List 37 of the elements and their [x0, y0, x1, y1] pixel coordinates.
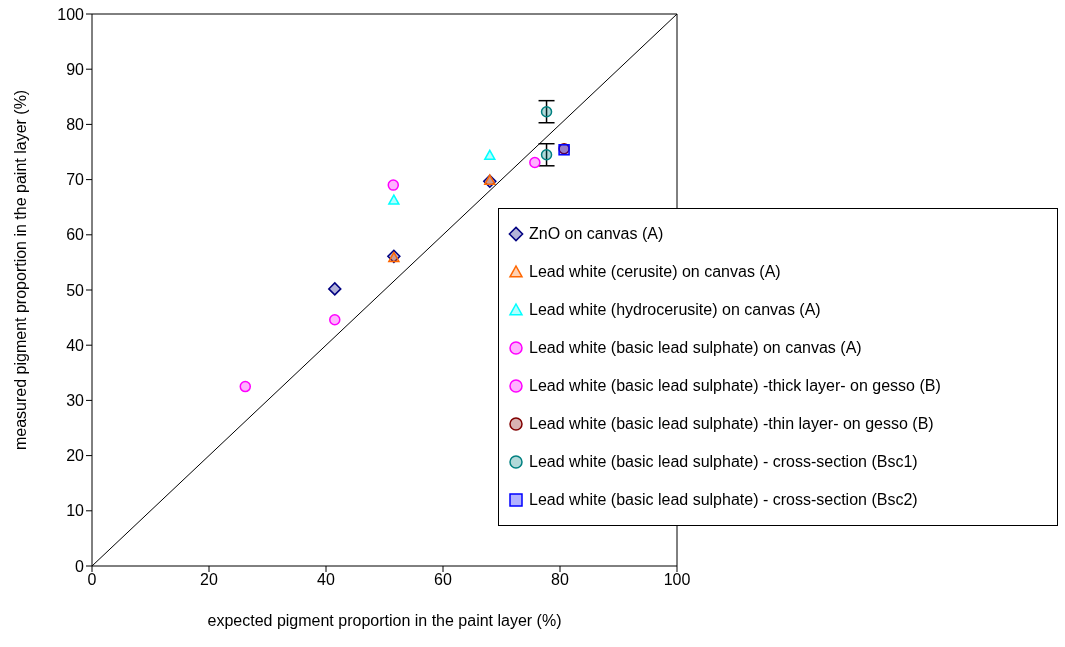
x-tick-label: 0: [87, 571, 97, 589]
legend-label: Lead white (basic lead sulphate) -thick layer- on gesso (B): [529, 377, 941, 395]
y-tick-label: 100: [57, 5, 85, 23]
point: [329, 314, 341, 326]
legend-label: Lead white (basic lead sulphate) on canvas (A): [529, 339, 862, 357]
legend-label: ZnO on canvas (A): [529, 225, 664, 243]
y-tick-label: 60: [66, 226, 85, 244]
point: [484, 174, 496, 185]
y-tick-label: 50: [66, 281, 85, 299]
y-tick-label: 90: [66, 60, 85, 78]
point: [387, 179, 400, 191]
y-tick-label: 40: [66, 336, 85, 354]
y-tick-label: 80: [66, 116, 85, 134]
y-axis-title: measured pigment proportion in the paint layer (%): [11, 89, 29, 450]
point: [388, 194, 400, 205]
y-tick-label: 20: [66, 447, 85, 465]
x-tick-label: 20: [200, 571, 218, 589]
x-tick-label: 100: [663, 571, 691, 589]
y-tick-label: 30: [66, 392, 85, 410]
legend-label: Lead white (hydrocerusite) on canvas (A): [529, 301, 821, 319]
point: [239, 380, 252, 393]
point: [540, 149, 553, 161]
x-tick-label: 60: [434, 571, 452, 589]
x-tick-label: 40: [317, 571, 335, 589]
point: [328, 282, 342, 296]
point: [540, 105, 553, 118]
y-tick-label: 70: [66, 171, 85, 189]
y-tick-label: 0: [75, 557, 85, 575]
legend-label: Lead white (basic lead sulphate) - cross-section (Bsc2): [529, 491, 918, 509]
legend-label: Lead white (basic lead sulphate) -thin layer- on gesso (B): [529, 415, 934, 433]
legend-label: Lead white (cerusite) on canvas (A): [529, 263, 781, 281]
point: [484, 149, 496, 161]
y-tick-label: 10: [66, 502, 85, 520]
point: [529, 156, 541, 169]
x-tick-label: 80: [551, 571, 569, 589]
x-axis-title: expected pigment proportion in the paint layer (%): [207, 612, 562, 629]
legend-label: Lead white (basic lead sulphate) - cross-section (Bsc1): [529, 453, 918, 471]
